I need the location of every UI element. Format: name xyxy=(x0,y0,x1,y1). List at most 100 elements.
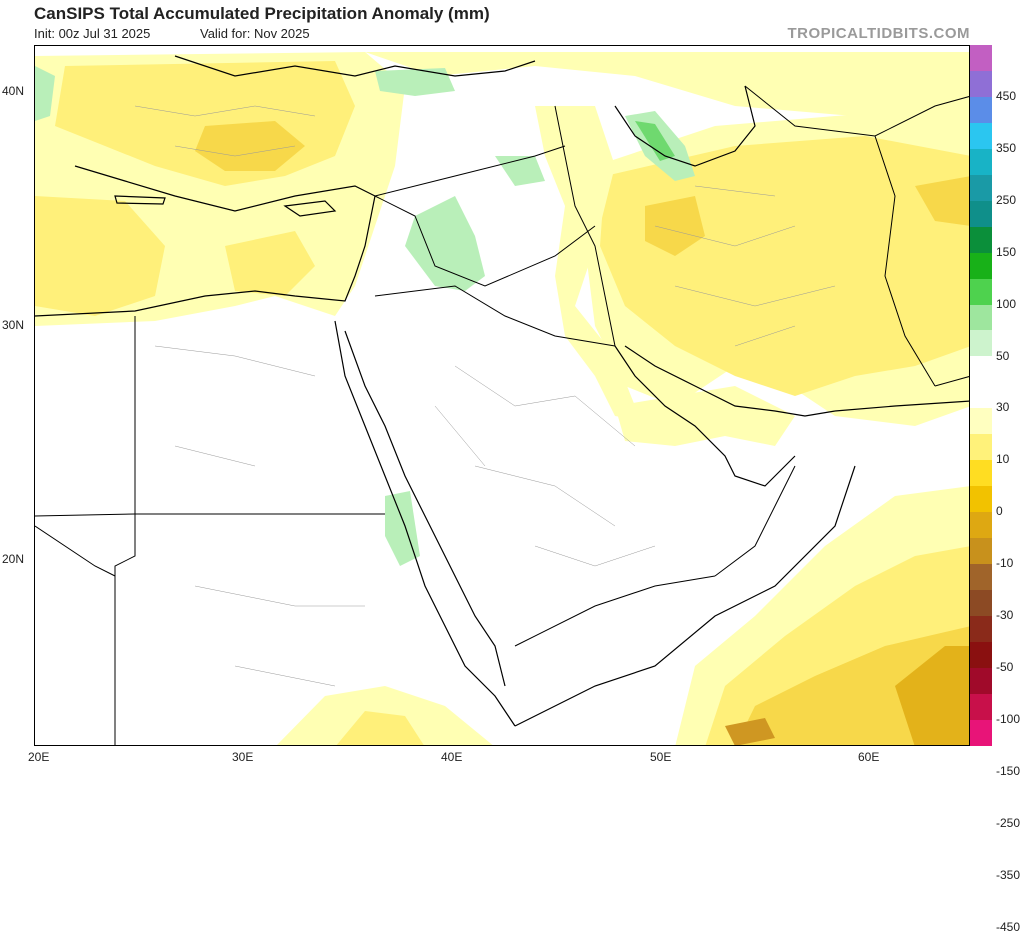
anomaly-shading xyxy=(35,52,969,745)
border-saudi-iraq xyxy=(374,285,616,347)
border-afghan-pak xyxy=(934,376,969,387)
colorbar-swatch xyxy=(970,356,992,383)
anomaly-dry-gulf xyxy=(615,386,795,446)
colorbar xyxy=(970,45,992,746)
colorbar-tick-label: 100 xyxy=(996,296,1017,311)
coast-caspian xyxy=(614,85,756,167)
anomaly-dry-levant xyxy=(225,231,315,296)
coast-cyprus xyxy=(283,200,337,217)
colorbar-swatch xyxy=(970,70,992,97)
colorbar-swatch xyxy=(970,590,992,616)
province-lines-africa xyxy=(154,345,365,687)
colorbar-tick-label: -50 xyxy=(996,660,1014,675)
colorbar-swatch xyxy=(970,330,992,357)
colorbar-swatch xyxy=(970,122,992,149)
lat-label-40n: 40N xyxy=(2,84,25,98)
colorbar-tick-label: 0 xyxy=(996,504,1003,519)
coast-black-sea-south xyxy=(174,55,536,77)
coastlines xyxy=(35,55,969,727)
anomaly-wet-iraq-north xyxy=(495,156,545,186)
colorbar-tick-label: -150 xyxy=(996,763,1021,778)
colorbar-tick-label: 250 xyxy=(996,192,1017,207)
anomaly-dry-arabian-sea-deep xyxy=(895,646,969,745)
border-turkmenistan xyxy=(744,85,969,137)
coast-persian-gulf-east xyxy=(624,345,836,417)
colorbar-tick-label: -350 xyxy=(996,867,1021,882)
border-iran-afghan xyxy=(874,135,936,387)
border-chad xyxy=(35,525,116,577)
border-egypt-sudan xyxy=(35,513,385,517)
province-lines-turkey xyxy=(134,105,316,157)
colorbar-swatch xyxy=(970,641,992,668)
border-saudi-yemen xyxy=(514,575,716,647)
anomaly-dry-horn-core xyxy=(336,711,424,745)
colorbar-tick-label: -250 xyxy=(996,815,1021,830)
anomaly-map xyxy=(35,52,969,745)
map-title: CanSIPS Total Accumulated Precipitation … xyxy=(34,4,490,23)
colorbar-tick-label: 150 xyxy=(996,244,1017,259)
border-iraq-iran xyxy=(554,105,616,347)
colorbar-tick-label: 50 xyxy=(996,348,1010,363)
anomaly-wet-turkey-north xyxy=(375,68,455,96)
anomaly-wet-red-sea xyxy=(385,491,420,566)
anomaly-dry-socotra xyxy=(725,718,775,745)
colorbar-swatch xyxy=(970,667,992,694)
colorbar-tick-label: -100 xyxy=(996,712,1021,727)
colorbar-swatch xyxy=(970,434,992,461)
colorbar-swatch xyxy=(970,512,992,539)
colorbar-swatch xyxy=(970,304,992,331)
colorbar-tick-label: 10 xyxy=(996,452,1010,467)
colorbar-swatch xyxy=(970,45,992,71)
colorbar-tick-label: -10 xyxy=(996,556,1014,571)
coast-makran xyxy=(834,400,969,412)
coast-gulf-of-aden xyxy=(514,465,856,727)
colorbar-tick-label: 30 xyxy=(996,400,1010,415)
lon-label-50e: 50E xyxy=(650,750,672,764)
colorbar-swatch xyxy=(970,226,992,253)
lon-label-40e: 40E xyxy=(441,750,463,764)
anomaly-wet-syria xyxy=(405,196,485,291)
colorbar-tick-label: 350 xyxy=(996,140,1017,155)
colorbar-tick-label: -30 xyxy=(996,608,1014,623)
map-panel xyxy=(34,45,970,746)
anomaly-wet-caspian-core xyxy=(635,121,675,161)
colorbar-swatch xyxy=(970,96,992,123)
country-borders xyxy=(35,85,969,745)
colorbar-swatch xyxy=(970,382,992,409)
colorbar-swatch xyxy=(970,148,992,175)
colorbar-swatch xyxy=(970,408,992,435)
colorbar-swatch xyxy=(970,278,992,305)
lon-label-30e: 30E xyxy=(232,750,254,764)
colorbar-swatch xyxy=(970,538,992,565)
anomaly-dry-turkey-core xyxy=(195,121,305,171)
anomaly-dry-eastmed xyxy=(35,196,165,316)
colorbar-tick-label: 450 xyxy=(996,88,1017,103)
colorbar-swatch xyxy=(970,200,992,227)
lon-label-20e: 20E xyxy=(28,750,50,764)
colorbar-swatch xyxy=(970,486,992,513)
lon-label-60e: 60E xyxy=(858,750,880,764)
province-lines-iran xyxy=(654,185,836,347)
colorbar-swatch xyxy=(970,564,992,591)
colorbar-swatch xyxy=(970,719,992,746)
coast-red-sea-east xyxy=(344,330,506,687)
init-time: Init: 00z Jul 31 2025 xyxy=(34,26,151,41)
border-egypt-libya xyxy=(114,316,136,745)
anomaly-wet-balkans xyxy=(35,66,55,121)
border-turkey-syria xyxy=(374,145,566,197)
province-lines-arabia xyxy=(434,365,656,567)
coast-crete xyxy=(114,195,166,205)
coast-red-sea-west xyxy=(334,320,516,727)
coast-turkey-south xyxy=(74,165,376,212)
colorbar-swatch xyxy=(970,252,992,279)
border-oman xyxy=(714,465,796,577)
colorbar-swatch xyxy=(970,460,992,487)
anomaly-dry-mesopotamia xyxy=(535,106,675,426)
colorbar-swatch xyxy=(970,174,992,201)
colorbar-tick-label: -450 xyxy=(996,919,1021,934)
brand-watermark: TROPICALTIDBITS.COM xyxy=(787,25,970,42)
anomaly-dry-north xyxy=(365,52,969,126)
anomaly-dry-afghan-core xyxy=(915,176,969,226)
coast-persian-gulf-west xyxy=(614,345,796,487)
lat-label-20n: 20N xyxy=(2,552,25,566)
